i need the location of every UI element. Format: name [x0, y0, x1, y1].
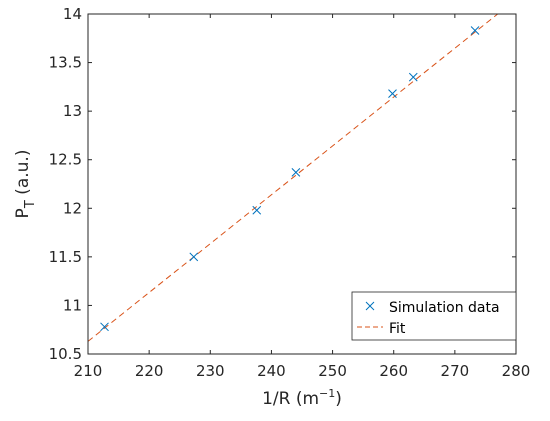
data-point-3: [291, 167, 301, 177]
y-tick-label-7: 14: [63, 5, 82, 23]
x-tick-label-2: 230: [196, 362, 225, 380]
y-axis-title-main: P: [13, 208, 33, 218]
x-tick-label-7: 280: [502, 362, 531, 380]
data-point-2: [252, 205, 262, 215]
data-point-1: [189, 252, 199, 262]
x-axis-title-close: ): [335, 389, 342, 409]
data-point-4: [388, 89, 397, 99]
x-tick-label-5: 260: [379, 362, 408, 380]
y-tick-label-0: 10.5: [49, 345, 82, 363]
fit-layer: [87, 13, 498, 342]
x-tick-labels: 210 220 230 240 250 260 270 280: [74, 362, 531, 380]
data-point-5: [408, 72, 418, 82]
legend-x-marker: [365, 301, 375, 311]
x-tick-label-6: 270: [441, 362, 470, 380]
x-axis-title-main: 1/R (m: [262, 389, 319, 409]
y-axis-title-sub: T: [23, 200, 38, 209]
fit-line: [87, 13, 498, 342]
y-tick-label-4: 12.5: [49, 151, 82, 169]
legend-label-simulation-data: Simulation data: [389, 300, 500, 316]
y-axis-title: PT (a.u.): [13, 150, 38, 219]
legend: Simulation data Fit: [351, 291, 517, 341]
y-tick-label-3: 12: [63, 199, 82, 217]
plot-frame: [87, 13, 517, 355]
data-point-6: [470, 26, 480, 35]
points-layer: [100, 26, 480, 332]
x-tick-label-1: 220: [135, 362, 164, 380]
y-tick-label-5: 13: [63, 102, 82, 120]
x-axis-title-sup: −1: [319, 387, 335, 400]
data-point-0: [100, 322, 109, 332]
y-tick-labels: 10.5 11 11.5 12 12.5 13 13.5 14: [49, 5, 82, 363]
legend-box: [351, 291, 517, 341]
x-tick-label-0: 210: [74, 362, 103, 380]
legend-label-fit: Fit: [389, 321, 406, 337]
x-tick-label-4: 250: [318, 362, 347, 380]
y-tick-label-6: 13.5: [49, 54, 82, 72]
legend-marker-simulation-data: [365, 301, 375, 311]
y-axis-title-rest: (a.u.): [13, 150, 33, 201]
y-tick-label-2: 11.5: [49, 248, 82, 266]
x-axis-title: 1/R (m−1): [262, 387, 342, 409]
x-tick-label-3: 240: [257, 362, 286, 380]
y-tick-label-1: 11: [63, 296, 82, 314]
